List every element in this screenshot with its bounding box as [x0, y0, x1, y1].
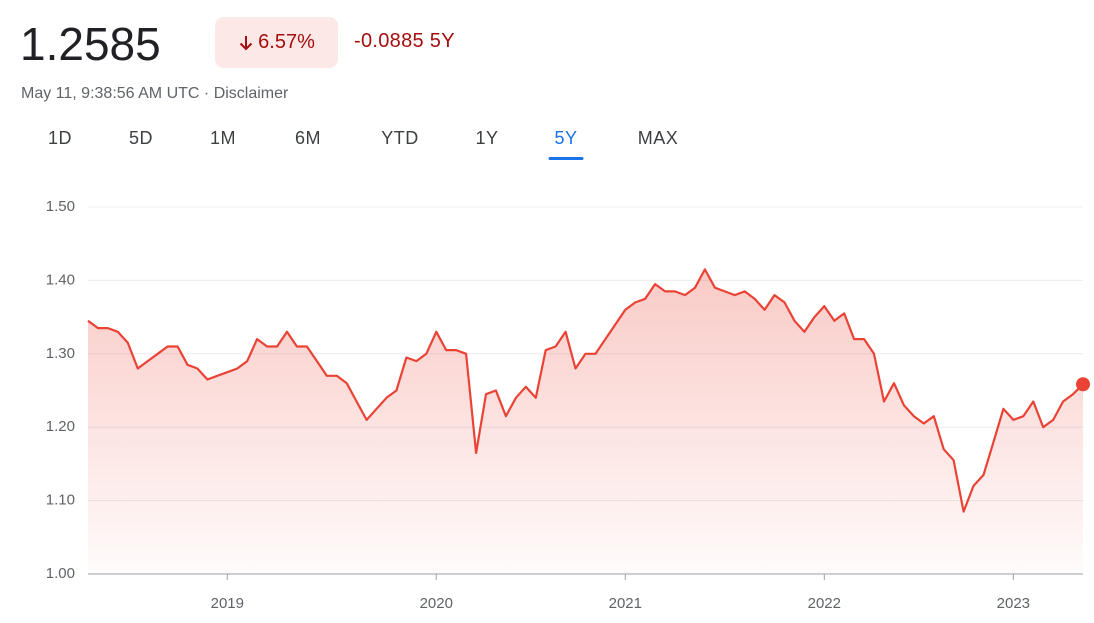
- range-tab[interactable]: 6M: [294, 128, 322, 148]
- range-tab[interactable]: 1D: [47, 128, 73, 148]
- range-tabs: 1D 5D 1M 6M YTD 1Y 5Y MAX: [0, 128, 760, 160]
- y-tick-label: 1.00: [46, 565, 75, 582]
- y-tick-label: 1.40: [46, 271, 75, 288]
- chart: 1.00 1.10 1.20 1.30 1.40 1.50 2019 2020 2021 2022…: [46, 198, 1090, 612]
- range-tab[interactable]: 5Y: [548, 128, 584, 160]
- range-tab[interactable]: 5D: [128, 128, 154, 148]
- separator: ·: [203, 85, 210, 102]
- line: [87, 268, 1084, 513]
- change: -0.0885 5Y: [354, 30, 455, 53]
- change-value: -0.0885: [354, 30, 424, 52]
- change-percent: 6.57%: [258, 31, 315, 53]
- x-tick-label: 2023: [997, 595, 1030, 612]
- y-tick-label: 1.30: [46, 345, 75, 362]
- y-tick-label: 1.20: [46, 418, 75, 435]
- change-period: 5Y: [429, 30, 455, 52]
- range-tab[interactable]: 1M: [209, 128, 237, 148]
- range-tab[interactable]: MAX: [637, 128, 679, 148]
- y-tick-label: 1.50: [46, 198, 75, 215]
- x-tick-label: 2021: [609, 595, 642, 612]
- timestamp: May 11, 9:38:56 AM UTC: [21, 85, 200, 102]
- x-tick-label: 2019: [211, 595, 244, 612]
- x-tick-label: 2020: [420, 595, 453, 612]
- timestamp-line: May 11, 9:38:56 AM UTC · Disclaimer: [21, 85, 288, 103]
- down-arrow-icon: [239, 35, 253, 50]
- price: 1.2585: [20, 18, 161, 70]
- range-tab[interactable]: YTD: [381, 128, 419, 148]
- range-tab[interactable]: 1Y: [475, 128, 499, 148]
- change-badge: 6.57%: [215, 17, 338, 68]
- y-tick-label: 1.10: [46, 492, 75, 509]
- x-tick-label: 2022: [808, 595, 841, 612]
- area: [88, 269, 1083, 574]
- end-marker: [1076, 377, 1090, 392]
- disclaimer-link[interactable]: Disclaimer: [213, 85, 289, 102]
